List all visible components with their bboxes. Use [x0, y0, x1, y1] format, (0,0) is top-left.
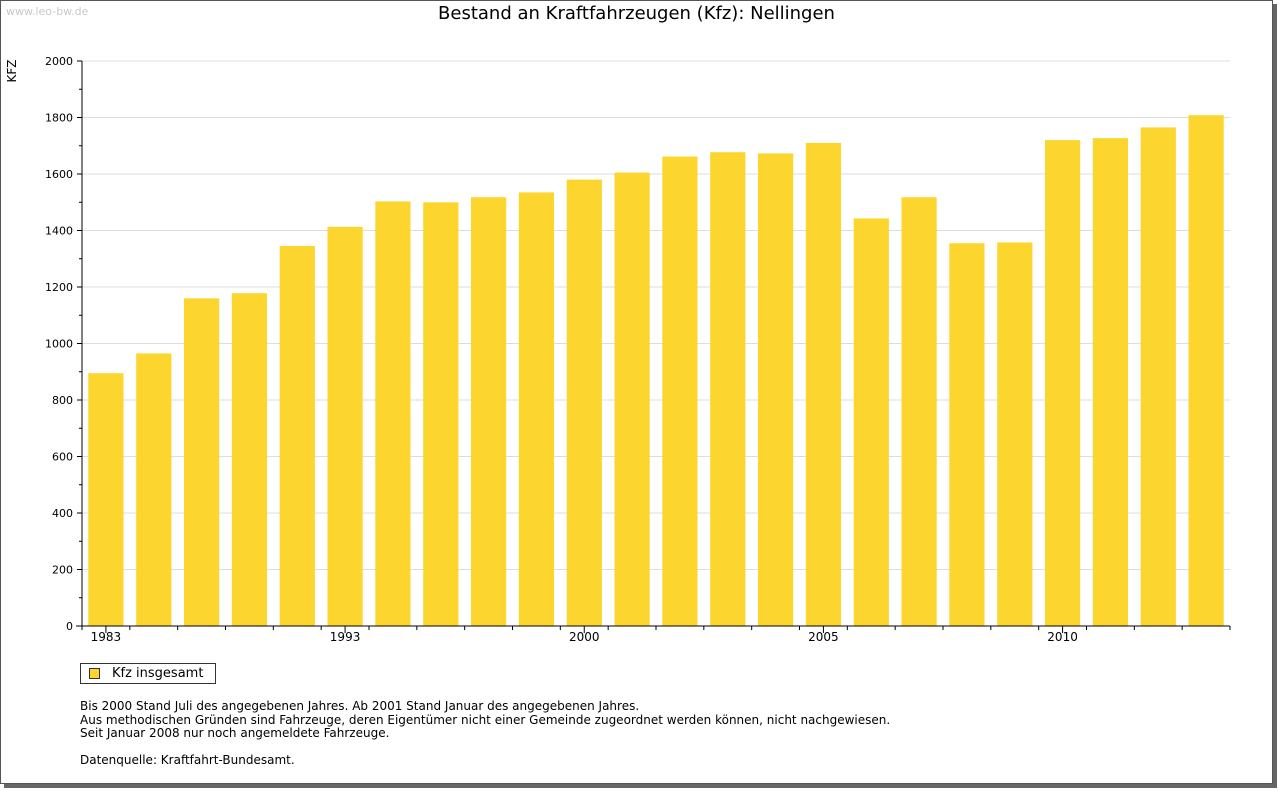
y-tick-label-400: 400 [52, 507, 73, 520]
bar-1999 [853, 218, 889, 626]
bar-1983 [88, 373, 124, 626]
y-tick-label-800: 800 [52, 394, 73, 407]
bar-1995 [662, 156, 698, 626]
y-tick-label-200: 200 [52, 564, 73, 577]
gridlines [82, 60, 1230, 570]
y-tick-label-600: 600 [52, 451, 73, 464]
bars [88, 115, 1224, 627]
y-tick-label-1000: 1000 [45, 338, 73, 351]
legend-label-kfz: Kfz insgesamt [112, 666, 204, 681]
x-tick-label-1983: 1983 [91, 630, 122, 644]
bar-2004 [1092, 138, 1128, 626]
y-tick-label-1200: 1200 [45, 281, 73, 294]
y-tick-label-2000: 2000 [45, 55, 73, 68]
y-tick-label-1600: 1600 [45, 168, 73, 181]
bar-2001 [949, 243, 985, 626]
bar-1993 [566, 179, 602, 626]
bar-1994 [614, 172, 650, 626]
footnote-2: Aus methodischen Gründen sind Fahrzeuge,… [80, 712, 891, 727]
x-tick-label-2000: 2000 [569, 630, 600, 644]
bar-2006 [1188, 115, 1224, 626]
bar-1992 [518, 192, 554, 626]
bar-1996 [710, 152, 746, 626]
legend: Kfz insgesamt [80, 663, 216, 684]
bar-1998 [805, 142, 841, 626]
bar-2000 [901, 197, 937, 626]
bar-1985 [184, 298, 220, 626]
y-tick-label-1800: 1800 [45, 112, 73, 125]
y-axis-ticks: 0 200 400 600 800 1000 1200 1400 1600 1800 2000 [45, 55, 82, 633]
bar-2003 [1045, 140, 1081, 626]
bar-1997 [758, 153, 794, 626]
bar-1984 [136, 353, 172, 626]
chart-title: Bestand an Kraftfahrzeugen (Kfz): Nellin… [438, 3, 835, 24]
y-tick-label-1400: 1400 [45, 225, 73, 238]
bar-1989 [375, 201, 411, 626]
footnote-1: Bis 2000 Stand Juli des angegebenen Jahr… [80, 699, 640, 713]
bar-2002 [997, 242, 1033, 626]
y-tick-label-0: 0 [66, 620, 73, 633]
bar-1990 [423, 202, 459, 627]
footnotes: Bis 2000 Stand Juli des angegebenen Jahr… [80, 699, 891, 767]
watermark: www.leo-bw.de [6, 5, 89, 18]
x-axis-ticks: 1983 1993 2000 2005 2010 [81, 626, 1231, 644]
footnote-3: Seit Januar 2008 nur noch angemeldete Fa… [80, 726, 390, 740]
bar-1987 [279, 246, 315, 626]
y-axis-label: KFZ [5, 60, 19, 83]
data-source: Datenquelle: Kraftfahrt-Bundesamt. [80, 752, 295, 767]
legend-swatch-kfz [89, 668, 100, 679]
x-tick-label-1993: 1993 [330, 630, 361, 644]
bar-2005 [1140, 127, 1176, 627]
bar-1986 [231, 293, 267, 626]
bar-1988 [327, 226, 363, 627]
bar-1991 [471, 197, 507, 626]
x-tick-label-2010: 2010 [1047, 630, 1078, 644]
x-tick-label-2005: 2005 [808, 630, 839, 644]
bar-chart: 0 200 400 600 800 1000 1200 1400 1600 1800 2000 19… [5, 55, 1231, 644]
